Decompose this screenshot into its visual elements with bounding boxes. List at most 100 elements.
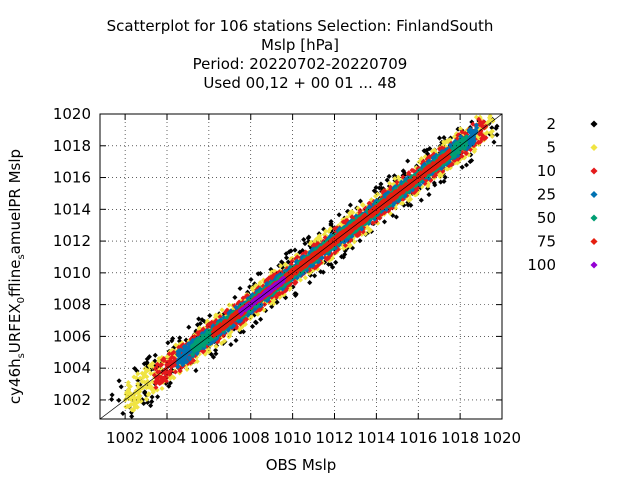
scatter-point: [173, 342, 179, 348]
scatter-point: [312, 273, 318, 279]
scatter-point: [258, 316, 264, 322]
scatter-point: [125, 380, 131, 386]
scatter-point: [459, 164, 465, 170]
scatter-point: [250, 287, 256, 293]
scatter-point: [491, 139, 497, 145]
scatter-point: [441, 135, 447, 141]
scatter-point: [206, 349, 212, 355]
scatter-point: [165, 340, 171, 346]
scatter-point: [148, 370, 154, 376]
scatter-point: [152, 352, 158, 358]
scatter-point: [301, 237, 307, 243]
scatter-point: [146, 384, 152, 390]
scatter-point: [226, 332, 232, 338]
scatter-point: [302, 275, 308, 281]
scatter-point: [357, 198, 363, 204]
scatter-point: [169, 338, 175, 344]
scatter-point: [387, 180, 393, 186]
scatter-point: [431, 180, 437, 186]
scatter-point: [253, 320, 259, 326]
scatter-point: [405, 202, 411, 208]
scatter-point: [333, 259, 339, 265]
scatter-point: [129, 407, 135, 413]
scatter-point: [213, 343, 219, 350]
scatter-point: [426, 192, 432, 198]
scatter-point: [283, 255, 290, 261]
scatter-point: [228, 342, 234, 348]
chart-title-line-3: Period: 20220702-20220709: [192, 55, 408, 73]
scatter-point: [494, 132, 500, 138]
scatter-point: [297, 277, 304, 283]
scatter-point: [144, 396, 150, 402]
scatter-point: [218, 340, 225, 346]
scatter-point: [135, 381, 141, 387]
scatter-point: [118, 384, 124, 390]
scatter-point: [144, 359, 150, 365]
scatter-point: [142, 366, 148, 372]
scatter-point: [271, 297, 277, 303]
scatter-point: [207, 313, 213, 319]
scatter-point: [116, 397, 122, 403]
scatter-point: [471, 148, 477, 155]
scatter-point: [278, 263, 284, 269]
scatter-point: [144, 356, 150, 362]
scatter-point: [336, 212, 342, 218]
scatter-point: [172, 369, 179, 375]
chart-title-line-1: Scatterplot for 106 stations Selection: …: [106, 17, 494, 35]
scatter-point: [237, 285, 243, 292]
scatter-point: [374, 191, 381, 197]
scatter-point: [149, 394, 155, 400]
scatter-point: [351, 239, 357, 245]
scatter-point: [400, 168, 407, 174]
scatter-point: [357, 238, 363, 244]
scatter-point: [233, 337, 239, 343]
scatter-point: [292, 291, 298, 297]
scatter-point: [139, 379, 145, 385]
scatter-point: [317, 236, 323, 242]
scatter-point: [257, 270, 263, 277]
scatter-point: [307, 280, 313, 286]
scatter-point: [366, 228, 372, 234]
scatter-point: [155, 394, 161, 400]
scatter-point: [142, 390, 148, 396]
scatter-point: [405, 158, 411, 164]
scatter-point: [348, 209, 355, 215]
scatter-point: [166, 351, 172, 357]
scatter-point: [132, 365, 138, 372]
scatter-point: [129, 413, 135, 419]
scatter-point: [484, 130, 490, 136]
scatter-point: [219, 307, 225, 313]
scatter-point: [282, 261, 288, 267]
scatter-point: [109, 396, 115, 402]
scatter-point: [146, 363, 153, 369]
scatter-point: [131, 374, 137, 380]
scatter-point: [328, 262, 334, 268]
scatter-point: [418, 197, 424, 203]
scatter-point: [184, 366, 190, 372]
points-layer: [109, 113, 500, 419]
scatter-point: [240, 329, 247, 335]
scatter-point: [249, 323, 256, 329]
scatter-point: [488, 130, 494, 136]
scatter-point: [109, 392, 115, 398]
scatter-point: [141, 373, 147, 379]
scatter-point: [302, 241, 308, 247]
scatter-point: [371, 188, 377, 194]
scatter-point: [150, 389, 156, 395]
scatter-point: [193, 368, 199, 374]
scatter-point: [146, 391, 152, 397]
scatter-point: [149, 399, 155, 405]
scatter-point: [292, 247, 298, 253]
scatter-point: [150, 360, 156, 366]
scatter-point: [213, 351, 219, 357]
scatter-point: [221, 338, 227, 344]
scatter-point: [133, 400, 139, 407]
scatter-point: [406, 197, 412, 204]
chart-title-line-2: Mslp [hPa]: [261, 36, 339, 54]
scatter-point: [393, 214, 399, 220]
scatter-point: [167, 380, 173, 386]
chart-title-line-4: Used 00,12 + 00 01 ... 48: [203, 74, 397, 92]
scatter-point: [128, 401, 134, 407]
scatter-point: [148, 403, 154, 409]
